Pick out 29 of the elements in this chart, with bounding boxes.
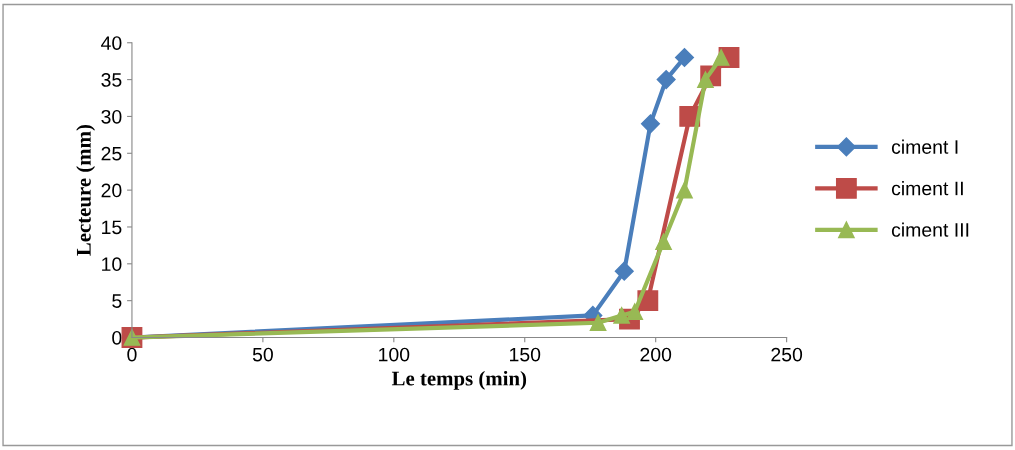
point — [614, 261, 634, 281]
point — [589, 314, 607, 332]
point — [712, 49, 730, 66]
x-axis-title: Le temps (min) — [391, 370, 527, 390]
y-axis-title: Lecteure (mm) — [76, 125, 96, 256]
point — [676, 181, 693, 199]
legend-label: ciment I — [891, 139, 958, 154]
point — [655, 233, 672, 251]
point — [626, 303, 644, 321]
point — [656, 70, 676, 90]
y-tick-label: 15 — [102, 220, 122, 235]
legend-label: ciment II — [891, 181, 963, 196]
y-tick-label: 20 — [101, 183, 122, 198]
x-tick-label: 200 — [640, 347, 672, 362]
x-tick-label: 50 — [252, 347, 273, 362]
y-tick-label: 35 — [101, 73, 122, 87]
x-tick-label: 250 — [771, 347, 803, 362]
y-tick-label: 0 — [112, 330, 122, 345]
y-tick-label: 25 — [101, 146, 122, 161]
y-tick-label: 10 — [102, 257, 122, 272]
legend-label: ciment III — [891, 222, 969, 237]
y-tick-label: 40 — [101, 36, 122, 50]
point — [674, 47, 695, 68]
x-tick-label: 100 — [379, 347, 410, 362]
y-tick-label: 30 — [101, 109, 122, 124]
x-tick-label: 0 — [127, 347, 137, 362]
x-tick-label: 150 — [510, 347, 541, 362]
y-tick-label: 5 — [112, 294, 122, 308]
point — [640, 114, 660, 134]
